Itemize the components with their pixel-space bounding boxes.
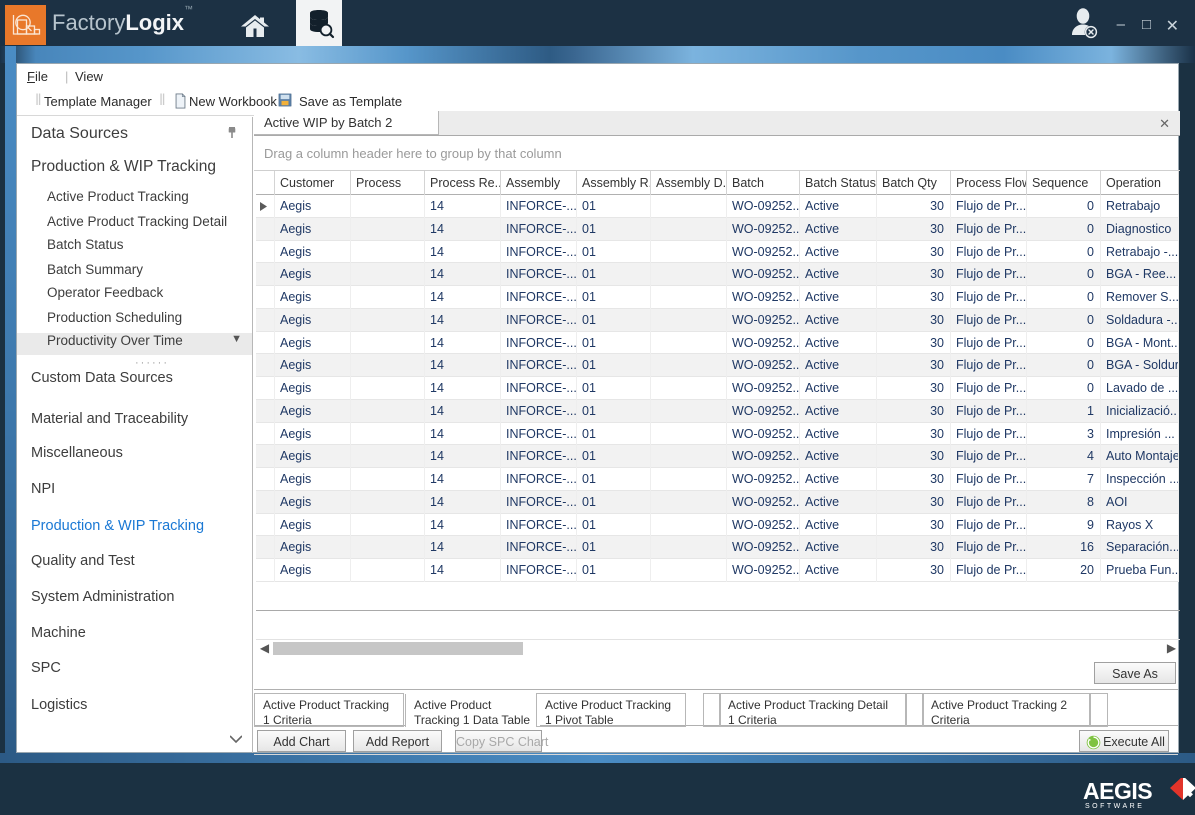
svg-text:AEGIS: AEGIS — [1083, 778, 1152, 804]
svg-text:SOFTWARE: SOFTWARE — [1085, 803, 1144, 810]
